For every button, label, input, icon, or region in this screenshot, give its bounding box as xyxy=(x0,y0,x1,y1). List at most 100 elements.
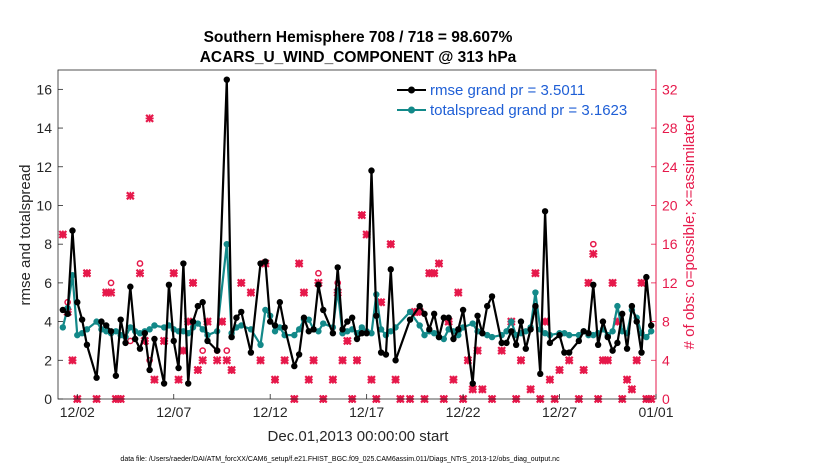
obs-assimilated-marker xyxy=(198,356,207,365)
totalspread-point xyxy=(377,326,385,333)
rmse-point xyxy=(599,318,607,325)
rmse-point xyxy=(532,302,539,310)
totalspread-point xyxy=(223,240,230,248)
obs-assimilated-marker xyxy=(217,317,227,326)
plot-area xyxy=(58,70,656,399)
totalspread-point xyxy=(291,331,298,339)
y-left-tick-label: 8 xyxy=(44,236,52,252)
totalspread-point xyxy=(112,328,120,335)
rmse-point xyxy=(382,351,390,358)
legend: rmse grand pr = 3.5011 totalspread grand… xyxy=(397,82,627,119)
obs-assimilated-marker xyxy=(449,375,458,384)
totalspread-point xyxy=(257,341,264,349)
rmse-point xyxy=(512,341,520,349)
x-tick-label: 12/22 xyxy=(446,404,481,420)
y-left-tick-label: 14 xyxy=(36,120,52,136)
rmse-point xyxy=(373,312,380,319)
y-left-tick-label: 16 xyxy=(36,81,52,97)
totalspread-point xyxy=(488,333,496,341)
rmse-point xyxy=(377,349,385,356)
totalspread-point xyxy=(315,328,322,335)
rmse-point xyxy=(257,260,264,267)
obs-assimilated-marker xyxy=(246,288,256,297)
y-axis-label-left: rmse and totalspread xyxy=(17,165,34,306)
obs-assimilated-marker xyxy=(126,191,135,201)
rmse-point xyxy=(204,337,211,345)
rmse-point xyxy=(508,328,515,335)
totalspread-point xyxy=(305,316,312,323)
y-right-tick-label: 12 xyxy=(662,275,678,291)
rmse-point xyxy=(387,266,394,273)
rmse-point xyxy=(223,76,230,83)
totalspread-point xyxy=(469,320,476,327)
totalspread-point xyxy=(103,328,110,335)
totalspread-point xyxy=(416,322,423,329)
rmse-point xyxy=(580,328,587,335)
obs-possible-marker xyxy=(315,269,322,277)
obs-assimilated-marker xyxy=(58,230,68,239)
rmse-point xyxy=(310,326,317,333)
totalspread-point xyxy=(387,328,394,335)
rmse-point xyxy=(633,318,640,325)
rmse-point xyxy=(151,335,158,343)
obs-assimilated-marker xyxy=(174,375,183,384)
obs-assimilated-marker xyxy=(169,268,179,278)
rmse-point xyxy=(469,380,476,387)
rmse-point xyxy=(69,227,76,234)
rmse-point xyxy=(276,299,284,306)
rmse-point xyxy=(83,341,91,349)
rmse-point xyxy=(329,330,337,337)
totalspread-point xyxy=(421,331,428,339)
totalspread-point xyxy=(503,328,510,335)
totalspread-point xyxy=(344,328,351,335)
y-left-tick-label: 6 xyxy=(44,275,52,291)
obs-assimilated-marker xyxy=(555,365,564,375)
rmse-point xyxy=(353,335,361,343)
rmse-point xyxy=(619,310,626,318)
chart-title-line1: Southern Hemisphere 708 / 718 = 98.607% xyxy=(204,29,513,46)
y-left-tick-label: 10 xyxy=(36,197,52,213)
footer-data-file: data file: /Users/raeder/DAI/ATM_forcXX/… xyxy=(120,456,560,463)
obs-assimilated-marker xyxy=(531,268,540,278)
rmse-point xyxy=(556,331,563,339)
totalspread-point xyxy=(59,324,67,331)
rmse-point xyxy=(334,264,341,271)
rmse-point xyxy=(406,316,414,323)
totalspread-point xyxy=(151,322,158,329)
rmse-point xyxy=(266,318,274,325)
y-right-tick-label: 0 xyxy=(662,391,670,407)
obs-assimilated-marker xyxy=(135,268,145,278)
rmse-point xyxy=(445,314,452,321)
obs-possible-marker xyxy=(223,347,231,354)
rmse-point xyxy=(59,306,67,314)
totalspread-point xyxy=(368,330,375,337)
y-left-tick-label: 12 xyxy=(36,159,52,175)
y-axis-label-right: # of obs: o=possible; ×=assimilated xyxy=(681,115,698,350)
rmse-point xyxy=(527,326,534,333)
rmse-point xyxy=(522,345,529,352)
obs-assimilated-marker xyxy=(637,278,646,288)
rmse-point xyxy=(131,335,139,343)
y-left-tick-label: 0 xyxy=(44,391,52,407)
rmse-point xyxy=(479,330,486,337)
obs-assimilated-marker xyxy=(434,259,444,268)
obs-possible-marker xyxy=(589,240,597,248)
rmse-point xyxy=(541,208,549,215)
obs-assimilated-marker xyxy=(497,346,506,355)
obs-assimilated-marker xyxy=(608,278,617,288)
rmse-point xyxy=(623,345,631,352)
obs-assimilated-marker xyxy=(280,356,289,365)
totalspread-point xyxy=(614,302,621,310)
rmse-point xyxy=(305,328,312,335)
rmse-point xyxy=(358,330,366,337)
obs-assimilated-marker xyxy=(68,356,77,365)
obs-assimilated-marker xyxy=(632,356,641,365)
obs-assimilated-marker xyxy=(222,356,232,365)
obs-assimilated-marker xyxy=(627,385,637,394)
totalspread-point xyxy=(136,330,144,337)
rmse-point xyxy=(233,314,240,321)
totalspread-point xyxy=(358,324,366,331)
rmse-point xyxy=(291,362,298,370)
rmse-point xyxy=(585,330,592,337)
obs-assimilated-marker xyxy=(328,375,338,384)
